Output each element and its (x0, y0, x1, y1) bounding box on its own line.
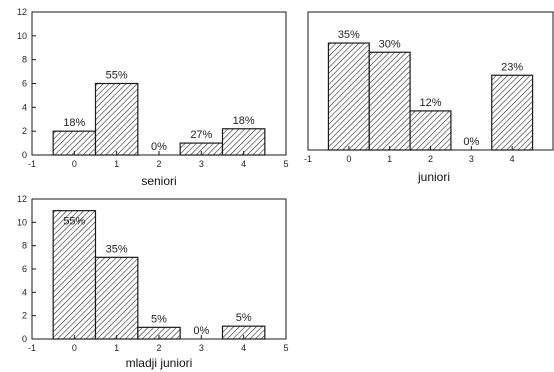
y-tick-label: 10 (17, 31, 27, 41)
x-axis-ticks: -1 0 1 2 3 4 5 (28, 335, 289, 353)
data-label-group: 55% 35% 5% 0% 5% (63, 216, 252, 337)
y-tick-label: 2 (22, 126, 27, 136)
data-label-1: 30% (379, 38, 401, 50)
y-tick-label: 6 (22, 264, 27, 274)
x-tick-label: 1 (114, 159, 119, 169)
data-label-group: 35% 30% 12% 0% 23% (338, 29, 524, 148)
x-tick-label: 3 (469, 154, 474, 164)
data-label-3: 27% (190, 129, 212, 141)
y-tick-label: 2 (22, 311, 27, 321)
bar-0 (327, 42, 370, 151)
bar-group (52, 82, 266, 156)
y-tick-label: 4 (22, 287, 27, 297)
y-tick-label: 10 (17, 217, 27, 227)
y-axis-ticks: 0 2 4 6 8 10 12 (17, 194, 36, 344)
x-tick-label: -1 (28, 159, 36, 169)
bar-0 (52, 210, 97, 340)
bar-1 (94, 256, 139, 340)
y-tick-label: 6 (22, 79, 27, 89)
bar-group (52, 210, 266, 340)
x-tick-label: 3 (199, 159, 204, 169)
data-label-3: 0% (193, 325, 209, 337)
y-tick-label: 12 (17, 7, 27, 17)
data-label-3: 0% (463, 136, 479, 148)
data-label-2: 12% (419, 97, 441, 109)
data-label-0: 35% (338, 29, 360, 41)
x-tick-label: 1 (114, 343, 119, 353)
bar-4 (221, 128, 266, 156)
data-label-2: 0% (151, 141, 167, 153)
data-label-2: 5% (151, 313, 167, 325)
y-tick-label: 0 (22, 334, 27, 344)
x-axis-label: mladji juniori (126, 356, 193, 370)
x-tick-label: 0 (72, 343, 77, 353)
x-tick-label: 0 (346, 154, 351, 164)
data-label-group: 18% 55% 0% 27% 18% (63, 70, 255, 154)
x-tick-label: 3 (199, 343, 204, 353)
data-label-1: 35% (106, 243, 128, 255)
data-label-4: 18% (233, 115, 255, 127)
x-tick-label: 1 (387, 154, 392, 164)
y-tick-label: 0 (22, 150, 27, 160)
data-label-0: 55% (63, 216, 85, 228)
x-tick-label: 0 (72, 159, 77, 169)
x-axis-label: juniori (417, 170, 450, 184)
bar-1 (94, 82, 139, 156)
bar-group (327, 42, 534, 151)
y-tick-label: 4 (22, 102, 27, 112)
bar-2 (409, 110, 452, 151)
data-label-4: 5% (236, 312, 252, 324)
data-label-0: 18% (63, 117, 85, 129)
data-label-1: 55% (106, 70, 128, 82)
y-tick-label: 12 (17, 194, 27, 204)
x-tick-label: 4 (241, 343, 246, 353)
x-tick-label: 5 (283, 343, 288, 353)
x-tick-label: 5 (283, 159, 288, 169)
y-tick-label: 8 (22, 241, 27, 251)
data-label-4: 23% (501, 61, 523, 73)
x-tick-label: -1 (28, 343, 36, 353)
x-tick-label: 2 (156, 159, 161, 169)
chart-panel-juniori: 35% 30% 12% 0% 23% -1 0 1 2 3 4 juniori (304, 11, 554, 184)
bar-4 (491, 74, 534, 151)
x-tick-label: 2 (156, 343, 161, 353)
x-axis-ticks: -1 0 1 2 3 4 (304, 146, 515, 164)
x-tick-label: 2 (428, 154, 433, 164)
y-tick-label: 8 (22, 55, 27, 65)
x-tick-label: -1 (304, 154, 312, 164)
x-axis-ticks: -1 0 1 2 3 4 5 (28, 151, 289, 169)
x-tick-label: 4 (241, 159, 246, 169)
y-axis-ticks: 0 2 4 6 8 10 12 (17, 7, 36, 160)
x-tick-label: 4 (510, 154, 515, 164)
x-axis-label: seniori (141, 174, 176, 188)
bar-1 (368, 51, 411, 151)
